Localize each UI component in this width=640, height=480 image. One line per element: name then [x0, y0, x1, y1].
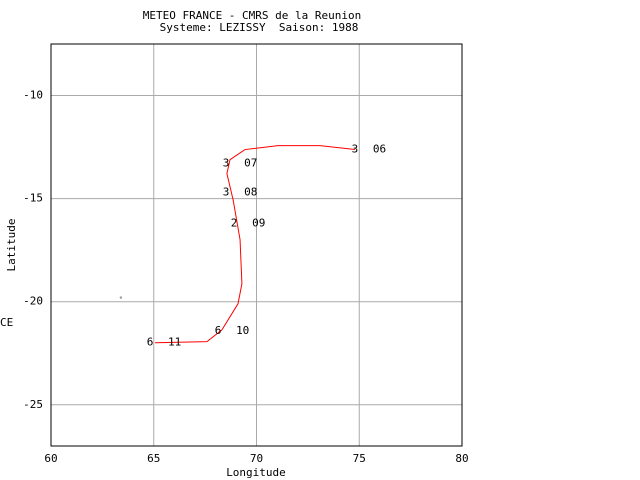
x-axis-label: Longitude — [226, 466, 286, 479]
x-tick-label: 80 — [455, 452, 468, 465]
intensity-label: 6 — [147, 336, 154, 349]
intensity-label: 6 — [215, 324, 222, 337]
intensity-label: 3 — [223, 186, 230, 199]
x-tick-label: 75 — [353, 452, 366, 465]
point — [119, 296, 123, 299]
y-tick-label: -25 — [23, 398, 43, 411]
side-text: CE — [0, 316, 13, 329]
y-axis-label: Latitude — [5, 219, 18, 272]
day-label: 11 — [168, 336, 181, 349]
track-line — [154, 145, 355, 344]
y-tick-label: -20 — [23, 295, 43, 308]
day-label: 07 — [244, 157, 257, 170]
plot-frame — [50, 43, 463, 447]
x-tick-label: 70 — [250, 452, 263, 465]
x-tick-label: 65 — [147, 452, 160, 465]
day-label: 09 — [252, 217, 265, 230]
y-tick-label: -10 — [23, 89, 43, 102]
intensity-label: 3 — [352, 143, 359, 156]
day-label: 08 — [244, 186, 257, 199]
day-label: 10 — [236, 324, 249, 337]
x-tick-label: 60 — [44, 452, 57, 465]
chart-subtitle: Systeme: LEZISSY Saison: 1988 — [160, 21, 359, 34]
intensity-label: 2 — [231, 217, 238, 230]
day-label: 06 — [373, 143, 386, 156]
chart-title: METEO FRANCE - CMRS de la Reunion — [143, 9, 362, 22]
y-tick-label: -15 — [23, 192, 43, 205]
intensity-label: 3 — [223, 157, 230, 170]
